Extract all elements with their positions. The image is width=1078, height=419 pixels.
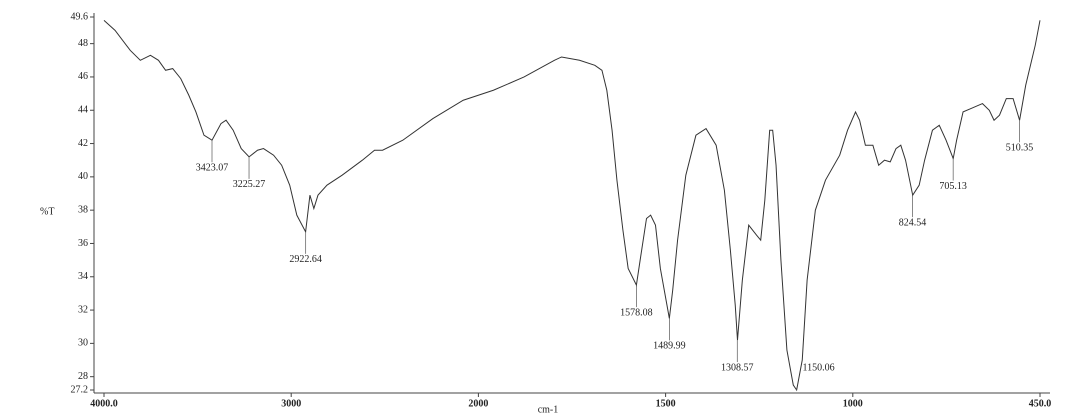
peak-label: 1308.57 <box>721 362 754 373</box>
y-tick-label: 36 <box>78 238 88 249</box>
y-tick-label: 34 <box>78 271 88 282</box>
x-tick-label: 450.0 <box>1029 398 1052 409</box>
peak-label: 824.54 <box>899 217 927 228</box>
x-tick-label: 4000.0 <box>90 398 118 409</box>
y-tick-label: 44 <box>78 105 88 116</box>
y-tick-label: 27.2 <box>71 384 89 395</box>
y-tick-label: 32 <box>78 304 88 315</box>
x-tick-label: 1500 <box>656 398 676 409</box>
y-tick-label: 40 <box>78 171 88 182</box>
x-tick-label: 2000 <box>468 398 488 409</box>
x-tick-label: 1000 <box>843 398 863 409</box>
peak-label: 705.13 <box>939 181 967 192</box>
peak-label: 510.35 <box>1006 143 1034 154</box>
peak-label: 1578.08 <box>620 307 653 318</box>
spectrum-line <box>103 19 1041 392</box>
y-tick-label: 42 <box>78 138 88 149</box>
y-tick-label: 48 <box>78 38 88 49</box>
peak-label: 1150.06 <box>803 362 835 373</box>
x-tick-label: 3000 <box>281 398 301 409</box>
y-tick-label: 49.6 <box>71 11 89 22</box>
y-tick-label: 38 <box>78 204 88 215</box>
y-tick-label: 28 <box>78 371 88 382</box>
x-axis-label: cm-1 <box>538 404 559 415</box>
peak-label: 3423.07 <box>196 163 229 174</box>
y-axis-label: %T <box>40 206 54 217</box>
peak-label: 3225.27 <box>233 179 266 190</box>
peak-label: 1489.99 <box>653 341 686 352</box>
y-tick-label: 30 <box>78 338 88 349</box>
y-tick-label: 46 <box>78 71 88 82</box>
peak-label: 2922.64 <box>289 254 322 265</box>
